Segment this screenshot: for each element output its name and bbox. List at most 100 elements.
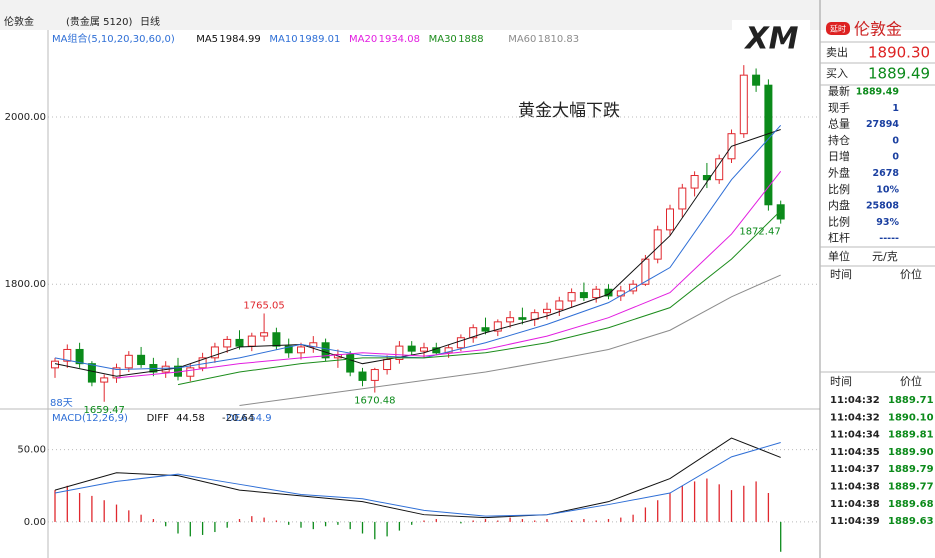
- quote-text: 买入: [826, 67, 848, 80]
- candle-body: [63, 348, 72, 362]
- trade-price: 1890.10: [888, 412, 934, 423]
- y-tick-label: 0.00: [24, 517, 46, 528]
- candle-body: [383, 358, 392, 371]
- y-tick-label: 2000.00: [5, 112, 46, 123]
- quote-text: 现手: [828, 100, 850, 114]
- legend-text: MA60: [508, 34, 536, 45]
- ma-line: [54, 442, 781, 517]
- price-annotation: 1659.47: [84, 405, 125, 416]
- period[interactable]: 日线: [140, 15, 160, 28]
- candle-body: [260, 332, 269, 337]
- ma-line: [54, 437, 781, 519]
- candle-body: [346, 353, 355, 373]
- quote-text: 伦敦金: [854, 20, 902, 39]
- quote-text: 外盘: [828, 166, 850, 180]
- candle-body: [100, 377, 109, 383]
- legend-text: 1984.99: [219, 34, 260, 45]
- quote-text: 25808: [866, 201, 899, 212]
- trade-time: 11:04:38: [830, 499, 880, 510]
- candle-body: [555, 300, 564, 310]
- quote-text: 1: [892, 103, 899, 114]
- quote-text: 比例: [828, 214, 850, 228]
- trade-time: 11:04:32: [830, 395, 880, 406]
- candle-body: [506, 317, 515, 323]
- trade-price: 1889.77: [888, 482, 934, 493]
- legend-text: DEA: [226, 413, 247, 424]
- candle-body: [358, 371, 367, 381]
- quote-text: 最新: [828, 84, 850, 98]
- candle-body: [715, 158, 724, 181]
- candle-body: [752, 74, 761, 86]
- logo-box: [732, 20, 810, 58]
- badge-text: 延时: [830, 24, 846, 34]
- quote-text: 内盘: [828, 198, 850, 212]
- candle-body: [690, 175, 699, 189]
- quote-text: 杠杆: [828, 231, 850, 245]
- candle-body: [407, 345, 416, 352]
- quote-text: 持仓: [828, 133, 850, 147]
- candle-body: [764, 84, 773, 206]
- trade-time: 11:04:37: [830, 464, 880, 475]
- candle-body: [420, 347, 428, 352]
- candle-body: [592, 288, 601, 299]
- candle-body: [629, 283, 638, 292]
- candle-body: [493, 321, 502, 332]
- candle-body: [272, 332, 281, 347]
- candle-body: [247, 335, 256, 347]
- ma-line: [116, 171, 782, 379]
- legend-text: 1810.83: [538, 34, 579, 45]
- legend-text: MA30: [429, 34, 457, 45]
- quote-text: 时间: [830, 268, 852, 281]
- candle-body: [75, 348, 84, 365]
- quote-text: 1889.49: [856, 87, 899, 98]
- candle-body: [87, 363, 96, 383]
- candle-body: [444, 347, 453, 354]
- candle-body: [481, 327, 490, 332]
- candle-body: [284, 345, 293, 354]
- candle-body: [210, 346, 219, 359]
- candle-body: [666, 208, 674, 231]
- candle-body: [518, 317, 527, 320]
- quote-text: 10%: [876, 184, 899, 195]
- candle-body: [579, 292, 588, 299]
- trade-price: 1889.79: [888, 464, 934, 475]
- ma-line: [239, 274, 781, 406]
- candle-body: [223, 338, 232, 348]
- candle-body: [776, 204, 785, 220]
- quote-text: 日增: [828, 149, 850, 163]
- trade-price: 1889.63: [888, 516, 934, 527]
- trade-price: 1889.71: [888, 395, 934, 406]
- candle-body: [456, 337, 465, 349]
- trade-time: 11:04:34: [830, 430, 880, 441]
- logo: XM: [744, 22, 799, 57]
- quote-text: 价位: [900, 267, 922, 281]
- trade-price: 1889.81: [888, 430, 934, 441]
- quote-text: -----: [879, 233, 899, 244]
- ma-line: [54, 125, 782, 371]
- candle-body: [124, 354, 133, 369]
- candle-body: [370, 369, 379, 381]
- ma-line: [54, 129, 781, 377]
- quote-text: 时间: [830, 375, 852, 388]
- quote-text: 27894: [866, 119, 899, 130]
- legend-text: MA10: [269, 34, 297, 45]
- candle-body: [567, 292, 576, 302]
- legend-text: 54.9: [249, 413, 271, 424]
- market: (贵金属 5120): [66, 15, 133, 28]
- price-annotation: 1872.47: [739, 227, 780, 238]
- badge: [826, 22, 850, 35]
- trade-price: 1889.68: [888, 499, 934, 510]
- legend-text: 1934.08: [379, 34, 420, 45]
- quote-text: 元/克: [872, 250, 898, 263]
- candle-body: [678, 187, 687, 210]
- legend-text: 44.58: [176, 413, 205, 424]
- candle-body: [235, 338, 244, 347]
- ma-line: [177, 210, 782, 386]
- quote-text: 0: [892, 135, 899, 146]
- candle-body: [321, 342, 330, 359]
- trade-price: 1889.90: [888, 447, 934, 458]
- symbol: 伦敦金: [4, 15, 34, 28]
- y-tick-label: 1800.00: [5, 279, 46, 290]
- candle-body: [604, 288, 613, 297]
- candle-body: [739, 74, 748, 135]
